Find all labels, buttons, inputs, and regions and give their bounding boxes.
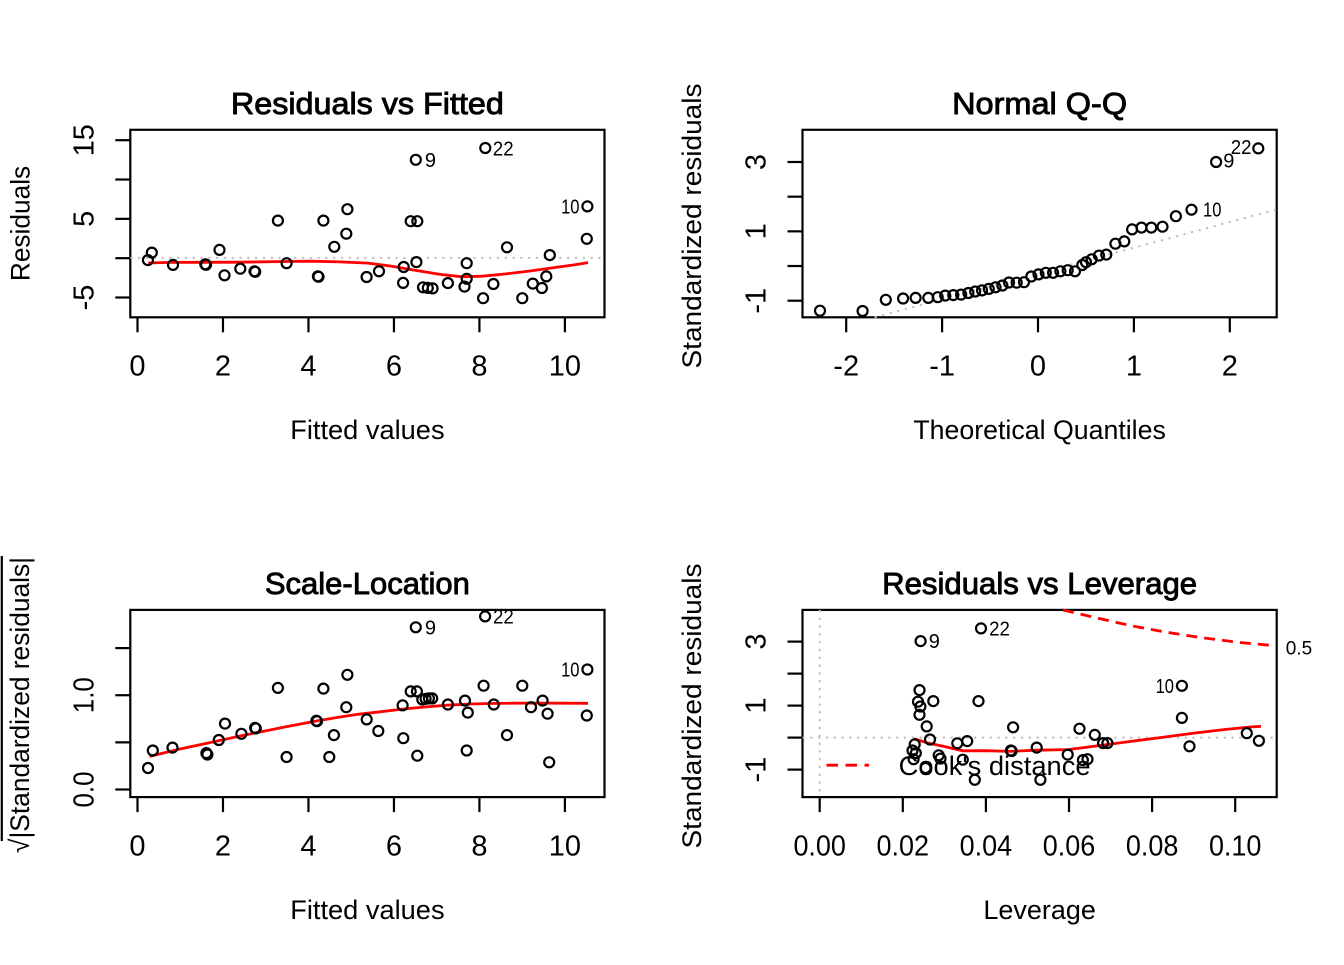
svg-text:Fitted values: Fitted values xyxy=(290,895,444,925)
svg-text:3: 3 xyxy=(740,154,772,170)
svg-text:2: 2 xyxy=(1222,350,1238,382)
svg-text:9: 9 xyxy=(929,631,940,653)
svg-text:1: 1 xyxy=(740,698,772,714)
svg-text:1.0: 1.0 xyxy=(68,677,100,713)
svg-text:0.08: 0.08 xyxy=(1126,830,1179,862)
svg-text:0.10: 0.10 xyxy=(1209,830,1262,862)
svg-text:22: 22 xyxy=(493,606,514,628)
svg-text:0.5: 0.5 xyxy=(1286,639,1312,660)
svg-text:0: 0 xyxy=(1030,350,1046,382)
svg-text:9: 9 xyxy=(425,617,436,639)
svg-text:-1: -1 xyxy=(929,350,955,382)
svg-text:Standardized residuals: Standardized residuals xyxy=(677,84,707,369)
svg-text:1: 1 xyxy=(740,223,772,239)
svg-text:Residuals vs Fitted: Residuals vs Fitted xyxy=(231,86,504,121)
svg-text:Theoretical Quantiles: Theoretical Quantiles xyxy=(913,415,1166,445)
svg-text:0: 0 xyxy=(129,350,145,382)
svg-text:0.06: 0.06 xyxy=(1043,830,1096,862)
svg-text:2: 2 xyxy=(215,350,231,382)
svg-text:4: 4 xyxy=(300,830,316,862)
svg-text:Fitted values: Fitted values xyxy=(290,415,444,445)
svg-text:9: 9 xyxy=(1223,151,1234,173)
svg-text:6: 6 xyxy=(386,350,402,382)
svg-text:Cook's distance: Cook's distance xyxy=(899,751,1091,781)
svg-text:Residuals vs Leverage: Residuals vs Leverage xyxy=(882,566,1197,601)
svg-text:-1: -1 xyxy=(740,757,772,783)
svg-text:22: 22 xyxy=(989,618,1010,640)
svg-text:22: 22 xyxy=(1231,137,1252,159)
svg-text:-1: -1 xyxy=(740,288,772,314)
svg-text:10: 10 xyxy=(561,660,579,682)
svg-text:√|Standardized residuals|: √|Standardized residuals| xyxy=(5,557,35,853)
svg-text:Normal Q-Q: Normal Q-Q xyxy=(952,86,1127,121)
svg-text:2: 2 xyxy=(215,830,231,862)
svg-text:Residuals: Residuals xyxy=(6,166,36,281)
svg-text:3: 3 xyxy=(740,634,772,650)
svg-text:10: 10 xyxy=(561,197,579,219)
svg-text:Scale-Location: Scale-Location xyxy=(265,566,470,601)
svg-text:10: 10 xyxy=(1203,199,1221,221)
svg-text:-2: -2 xyxy=(833,350,859,382)
svg-text:0.02: 0.02 xyxy=(877,830,930,862)
svg-text:10: 10 xyxy=(1156,676,1174,698)
svg-text:Standardized residuals: Standardized residuals xyxy=(677,564,707,849)
svg-text:0.0: 0.0 xyxy=(68,772,100,808)
svg-text:10: 10 xyxy=(549,830,581,862)
svg-text:8: 8 xyxy=(471,350,487,382)
svg-text:0: 0 xyxy=(129,830,145,862)
svg-text:8: 8 xyxy=(471,830,487,862)
svg-text:4: 4 xyxy=(300,350,316,382)
svg-text:5: 5 xyxy=(68,211,100,227)
svg-text:9: 9 xyxy=(425,150,436,172)
svg-text:1: 1 xyxy=(1126,350,1142,382)
svg-text:-5: -5 xyxy=(68,285,100,311)
svg-text:6: 6 xyxy=(386,830,402,862)
svg-text:15: 15 xyxy=(68,124,100,156)
svg-text:Leverage: Leverage xyxy=(983,895,1096,925)
svg-text:22: 22 xyxy=(493,139,514,161)
svg-text:0.00: 0.00 xyxy=(793,830,846,862)
svg-text:0.04: 0.04 xyxy=(960,830,1013,862)
svg-text:10: 10 xyxy=(549,350,581,382)
